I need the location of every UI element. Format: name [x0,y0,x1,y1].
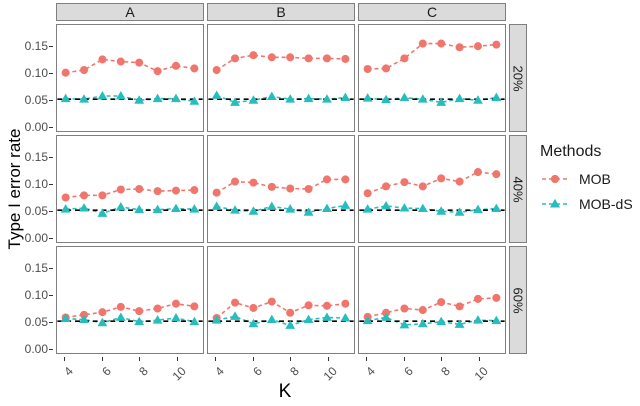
x-tick-mark [101,357,103,361]
y-tick-label: 0.05 [24,203,48,218]
y-tick-label: 0.10 [24,65,48,80]
y-tick-mark [49,237,53,239]
x-tick-mark [478,357,480,361]
y-tick-label: 0.00 [24,341,48,356]
y-tick-mark [49,210,53,212]
facet-row-strip-20: 20% [509,24,527,132]
x-axis-ticks-col-A: 4 6 8 10 [56,357,204,387]
facet-column-strip-C: C [358,3,506,21]
y-tick-label: 0.15 [24,260,48,275]
x-tick-mark [252,357,254,361]
panel-plot-B-40 [207,135,355,243]
facet-column-strip-A: A [56,3,204,21]
y-axis-ticks-row-3: 0.15 0.10 0.05 0.00 [20,246,53,356]
x-tick-label: 4 [363,364,379,379]
y-tick-mark [49,45,53,47]
x-tick-label: 6 [401,364,416,379]
y-tick-label: 0.10 [24,176,48,191]
panel-plot-C-20 [358,24,506,132]
x-tick-mark [290,357,292,361]
panel-plot-A-40 [56,135,204,243]
legend-entries: MOB MOB-dS [540,171,633,212]
y-tick-mark [49,99,53,101]
panel-A-20 [56,24,204,132]
x-tick-label: 4 [212,364,228,379]
facet-row-strip-label: 40% [510,175,526,203]
x-tick-label: 10 [169,364,189,384]
x-tick-mark [139,357,141,361]
legend-entry-mob-ds: MOB-dS [540,196,633,212]
triangle-key-icon [542,198,568,208]
x-tick-mark [403,357,405,361]
x-tick-mark [366,357,368,361]
y-tick-mark [49,321,53,323]
plot-grid: A B C 20% 40% 60% 0.15 0.10 0.05 0.00 0.15 0.10 0.05… [20,3,527,387]
y-tick-mark [49,267,53,269]
panel-plot-C-40 [358,135,506,243]
y-axis-ticks-row-2: 0.15 0.10 0.05 0.00 [20,135,53,245]
y-tick-label: 0.05 [24,92,48,107]
y-tick-mark [49,294,53,296]
panel-A-40 [56,135,204,243]
y-tick-mark [49,126,53,128]
legend-title: Methods [540,143,602,160]
y-tick-label: 0.00 [24,119,48,134]
circle-key-icon [542,174,568,184]
x-tick-mark [441,357,443,361]
y-tick-label: 0.05 [24,314,48,329]
x-axis-ticks-col-C: 4 6 8 10 [358,357,506,387]
panel-plot-C-60 [358,246,506,354]
panel-B-20 [207,24,355,132]
y-tick-label: 0.15 [24,149,48,164]
panel-C-20 [358,24,506,132]
facet-row-strip-60: 60% [509,246,527,354]
y-tick-label: 0.00 [24,230,48,245]
y-tick-mark [49,72,53,74]
panel-B-60 [207,246,355,354]
y-tick-label: 0.15 [24,38,48,53]
x-tick-mark [176,357,178,361]
facet-row-strip-label: 20% [510,64,526,92]
x-axis-ticks-col-B: 4 6 8 10 [207,357,355,387]
panel-plot-A-20 [56,24,204,132]
y-tick-mark [49,183,53,185]
panel-B-40 [207,135,355,243]
panel-plot-B-60 [207,246,355,354]
panel-plot-B-20 [207,24,355,132]
x-tick-mark [64,357,66,361]
legend-entry-label: MOB [579,171,611,187]
y-tick-mark [49,156,53,158]
legend-entry-mob: MOB [540,171,633,187]
y-tick-mark [49,348,53,350]
x-axis-title: K [278,381,292,402]
panel-C-60 [358,246,506,354]
facet-column-strip-B: B [207,3,355,21]
x-tick-label: 6 [250,364,265,379]
y-axis-ticks-row-1: 0.15 0.10 0.05 0.00 [20,24,53,134]
facet-row-strip-label: 60% [510,286,526,314]
x-tick-label: 8 [287,364,303,379]
x-tick-mark [327,357,329,361]
panel-C-40 [358,135,506,243]
legend: Methods MOB MOB-dS [540,143,633,221]
x-tick-label: 6 [99,364,114,379]
panel-plot-A-60 [56,246,204,354]
y-tick-label: 0.10 [24,287,48,302]
x-tick-label: 8 [136,364,152,379]
x-tick-label: 10 [471,364,491,384]
legend-entry-label: MOB-dS [579,196,633,212]
x-tick-label: 8 [438,364,454,379]
x-tick-label: 4 [61,364,77,379]
panel-A-60 [56,246,204,354]
facet-row-strip-40: 40% [509,135,527,243]
x-tick-mark [215,357,217,361]
